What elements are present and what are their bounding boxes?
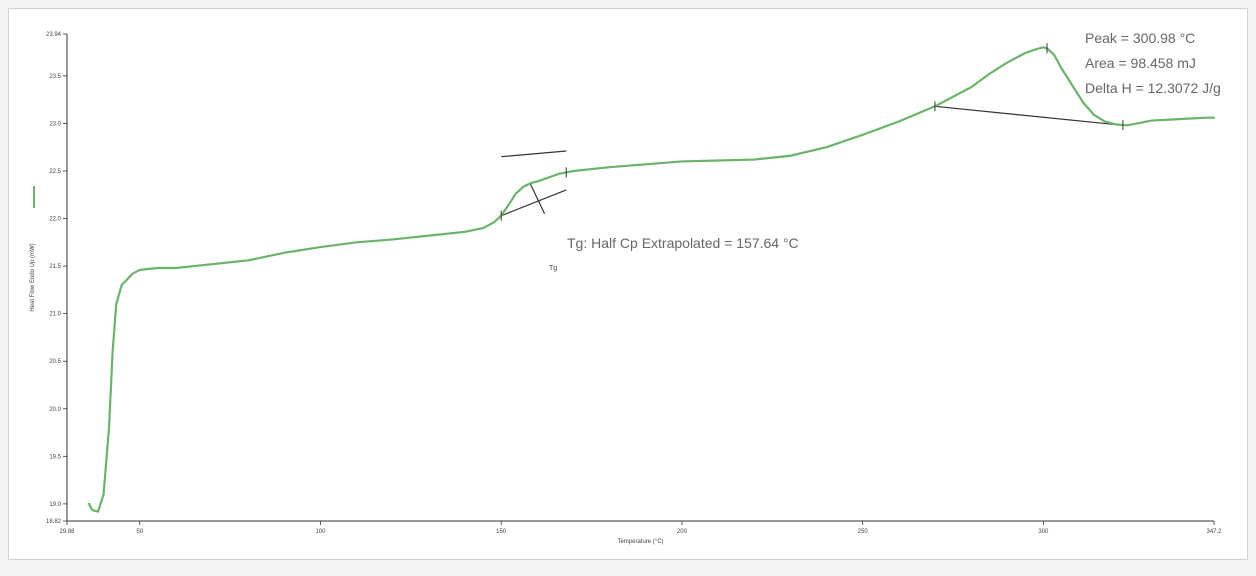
y-tick-label: 22.0 [49, 217, 61, 223]
peak-annotation: Peak = 300.98 °C Area = 98.458 mJ Delta … [1085, 30, 1221, 96]
peak-temperature-text: Peak = 300.98 °C [1085, 30, 1195, 46]
peak-delta-h-text: Delta H = 12.3072 J/g [1085, 80, 1221, 96]
x-tick-label: 200 [677, 529, 688, 535]
x-tick-label: 300 [1038, 529, 1049, 535]
analysis-markers [500, 43, 1124, 221]
y-tick-label: 21.5 [49, 264, 61, 270]
y-tick-label: 22.5 [49, 169, 61, 175]
x-ticks: 29.88 50 100 150 200 250 300 347.2 [59, 521, 1222, 535]
chart-frame [8, 8, 1248, 560]
y-tick-label: 21.0 [49, 312, 61, 318]
axes [66, 34, 1214, 522]
tg-pointer [529, 183, 546, 215]
analysis-construction-lines [500, 105, 1123, 217]
series-line [88, 46, 1216, 513]
peak-area-text: Area = 98.458 mJ [1085, 55, 1196, 71]
x-tick-label: 50 [136, 529, 143, 535]
y-axis-title: Heat Flow Endo Up (mW) [30, 243, 36, 311]
x-tick-label: 100 [315, 529, 326, 535]
tg-annotation-text: Tg: Half Cp Extrapolated = 157.64 °C [567, 235, 799, 251]
y-tick-label: 20.0 [49, 407, 61, 413]
peak-baseline [934, 105, 1123, 126]
y-tick-label: 23.5 [49, 74, 61, 80]
x-tick-label: 347.2 [1206, 529, 1222, 535]
tg-label: Tg [549, 265, 557, 272]
x-tick-label: 29.88 [59, 529, 75, 535]
tg-onset-tangent [500, 189, 567, 217]
y-ticks: 18.82 19.0 19.5 20.0 20.5 21.0 21.5 22.0 22.5 23.… [46, 32, 67, 525]
x-tick-label: 250 [858, 529, 869, 535]
y-tick-label: 23.0 [49, 121, 61, 127]
x-axis-title: Temperature (°C) [617, 539, 663, 545]
y-tick-label: 19.0 [49, 502, 61, 508]
tg-end-tangent [501, 150, 567, 158]
x-tick-label: 150 [496, 529, 507, 535]
y-tick-label: 20.5 [49, 359, 61, 365]
y-tick-label: 23.94 [46, 32, 62, 38]
y-tick-label: 18.82 [46, 519, 62, 525]
y-tick-label: 19.5 [49, 454, 61, 460]
